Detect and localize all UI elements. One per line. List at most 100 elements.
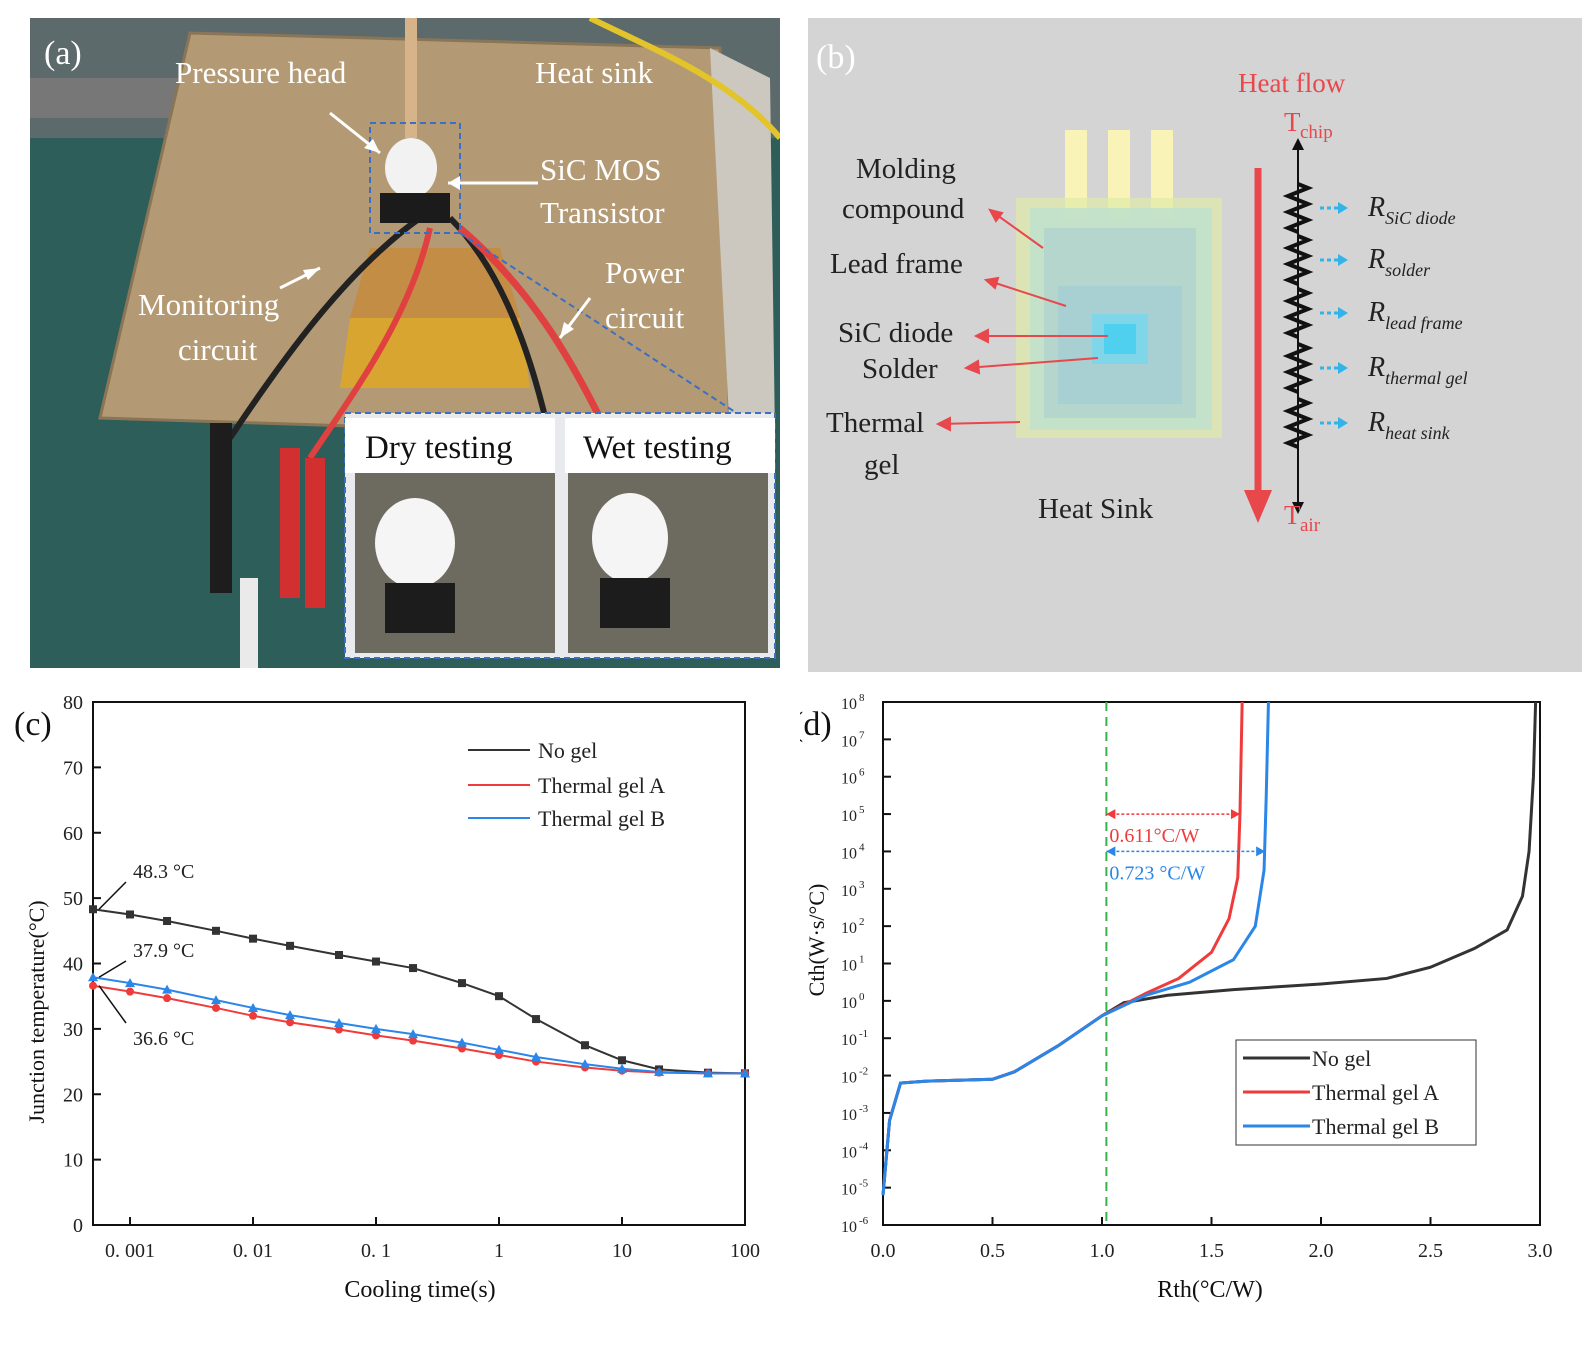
clip-black <box>210 423 232 593</box>
chart-c-annotation: 37.9 °C <box>133 940 194 962</box>
lead-3 <box>1151 130 1173 220</box>
chart-d-y-tick-label: 10 <box>841 1032 857 1049</box>
chart-d-y-tick-exp: -6 <box>859 1215 869 1227</box>
chart-c-legend-label: No gel <box>538 738 597 763</box>
chart-d-y-tick-label: 10 <box>841 883 857 900</box>
arrowhead-pressure <box>364 139 380 153</box>
chart-d-y-tick-exp: -2 <box>859 1066 868 1078</box>
pointer-arrows <box>935 208 1108 432</box>
chart-d-x-tick-label: 2.5 <box>1418 1240 1443 1262</box>
label-pressure-head: Pressure head <box>175 55 347 90</box>
chart-d-y-tick-exp: -3 <box>859 1103 869 1115</box>
chart-c-y-tick-label: 20 <box>63 1084 83 1106</box>
t-chip-main: T <box>1284 107 1301 137</box>
dry-label-bg <box>345 418 555 473</box>
schematic: RSiC diode Rsolder Rlead frame Rthermal gel… <box>808 18 1582 672</box>
chart-c-y-tick-label: 50 <box>63 888 83 910</box>
pressure-rod <box>405 18 417 138</box>
label-dry-testing: Dry testing <box>365 430 513 466</box>
chart-d-x-tick-label: 1.0 <box>1090 1240 1115 1262</box>
resistor-arrowhead <box>1338 307 1348 319</box>
chart-c-point <box>372 957 381 966</box>
chart-d-y-tick-exp: -5 <box>859 1178 869 1190</box>
label-sic-mos-2: Transistor <box>540 195 665 230</box>
chart-c-legend-label: Thermal gel A <box>538 773 665 798</box>
chart-d-delta-arrowhead <box>1256 846 1266 857</box>
label-heat-sink: Heat sink <box>535 55 653 90</box>
t-air-sub: air <box>1300 515 1321 536</box>
chart-d-x-tick-label: 1.5 <box>1199 1240 1224 1262</box>
wet-label-bg <box>565 418 775 473</box>
chart-d-y-tick-exp: -1 <box>859 1028 868 1040</box>
chart-c-point <box>334 951 343 960</box>
chart-d-legend-label: No gel <box>1312 1046 1371 1071</box>
chart-c-point <box>333 1017 344 1027</box>
label-wet-testing: Wet testing <box>583 430 732 466</box>
chart-c-point <box>89 981 97 990</box>
panel-a-photo: (a) Pressure head Heat sink SiC MOS Tran… <box>30 15 783 668</box>
panel-b-schematic: RSiC diode Rsolder Rlead frame Rthermal gel… <box>808 18 1582 672</box>
dry-head-shape <box>375 498 455 588</box>
chart-c-y-tick-label: 40 <box>63 954 83 976</box>
chart-c-annotation: 36.6 °C <box>133 1028 194 1050</box>
transistor-package <box>380 193 450 223</box>
gel-pad <box>340 318 530 388</box>
chart-d-x-tick-label: 2.0 <box>1309 1240 1334 1262</box>
panel-d-label: (d) <box>800 706 832 743</box>
chart-c-y-tick-label: 10 <box>63 1150 83 1172</box>
chart-c-point <box>580 1041 589 1050</box>
chart-c-point <box>532 1015 541 1024</box>
label-power-1: Power <box>605 255 685 290</box>
chart-d-y-tick-label: 10 <box>841 1107 857 1124</box>
label-thermal-2: gel <box>864 449 899 481</box>
chart-d-y-tick-label: 10 <box>841 958 857 975</box>
chart-c-point <box>249 1011 258 1020</box>
lead-1 <box>1065 130 1087 220</box>
chart-d-y-tick-exp: 7 <box>859 729 865 741</box>
arrowhead-transistor <box>448 176 460 190</box>
label-thermal-1: Thermal <box>826 407 924 439</box>
chart-d-y-tick-label: 10 <box>841 771 857 788</box>
chart-c-x-tick-label: 0. 001 <box>105 1240 155 1262</box>
chart-d-y-tick-label: 10 <box>841 1219 857 1236</box>
resistor-symbol <box>1282 182 1314 234</box>
resistor-label: Rsolder <box>1367 244 1431 280</box>
wire-red-right <box>457 225 604 420</box>
gel-pad-top <box>350 248 520 318</box>
chart-d-series-line <box>881 701 1244 1196</box>
resistor-label: Rthermal gel <box>1367 352 1468 388</box>
resistor-group: RSiC diode Rsolder Rlead frame Rthermal gel… <box>1282 182 1468 449</box>
chart-c-point <box>740 1068 750 1078</box>
chart-c-annotation: 48.3 °C <box>133 861 194 883</box>
resistor-label: Rlead frame <box>1367 297 1463 333</box>
resistor-label: RSiC diode <box>1367 192 1456 228</box>
chart-c-point <box>248 1002 259 1012</box>
chart-d-y-tick-label: 10 <box>841 808 857 825</box>
chart-d-svg: (d) Rth(°C/W) Cth(W·s/°C) 10-610-510-410… <box>792 692 1553 1303</box>
photo-illustration: (a) Pressure head Heat sink SiC MOS Tran… <box>30 15 783 668</box>
chart-c-point <box>334 1025 343 1034</box>
resistor-arrowhead <box>1338 417 1348 429</box>
chart-d-y-tick-exp: 0 <box>859 991 865 1003</box>
wire-yellow <box>588 15 783 140</box>
chart-d-delta-arrowhead <box>1230 809 1240 820</box>
chart-c-point <box>579 1059 590 1069</box>
chart-d-y-tick-label: 10 <box>841 995 857 1012</box>
resistor-symbol <box>1282 342 1314 394</box>
network-top-arrow <box>1292 138 1304 150</box>
chart-c-point <box>126 910 135 919</box>
heat-sink-side <box>710 48 775 438</box>
chart-c-point <box>211 1003 220 1012</box>
chart-c-point <box>210 995 221 1005</box>
chart-c-point <box>495 992 504 1001</box>
chart-c-x-tick-label: 0. 01 <box>233 1240 273 1262</box>
chart-c-y-tick-label: 30 <box>63 1019 83 1041</box>
chart-c-y-axis-label: Junction temperature(°C) <box>24 900 49 1123</box>
label-molding-2: compound <box>842 193 965 225</box>
chart-d-delta-arrowhead <box>1106 846 1116 857</box>
chart-c-point <box>126 987 135 996</box>
label-lead-frame: Lead frame <box>830 248 963 280</box>
chart-c-point <box>456 1037 467 1047</box>
panel-c-label: (c) <box>14 706 52 743</box>
chart-c-x-tick-label: 100 <box>730 1240 760 1262</box>
